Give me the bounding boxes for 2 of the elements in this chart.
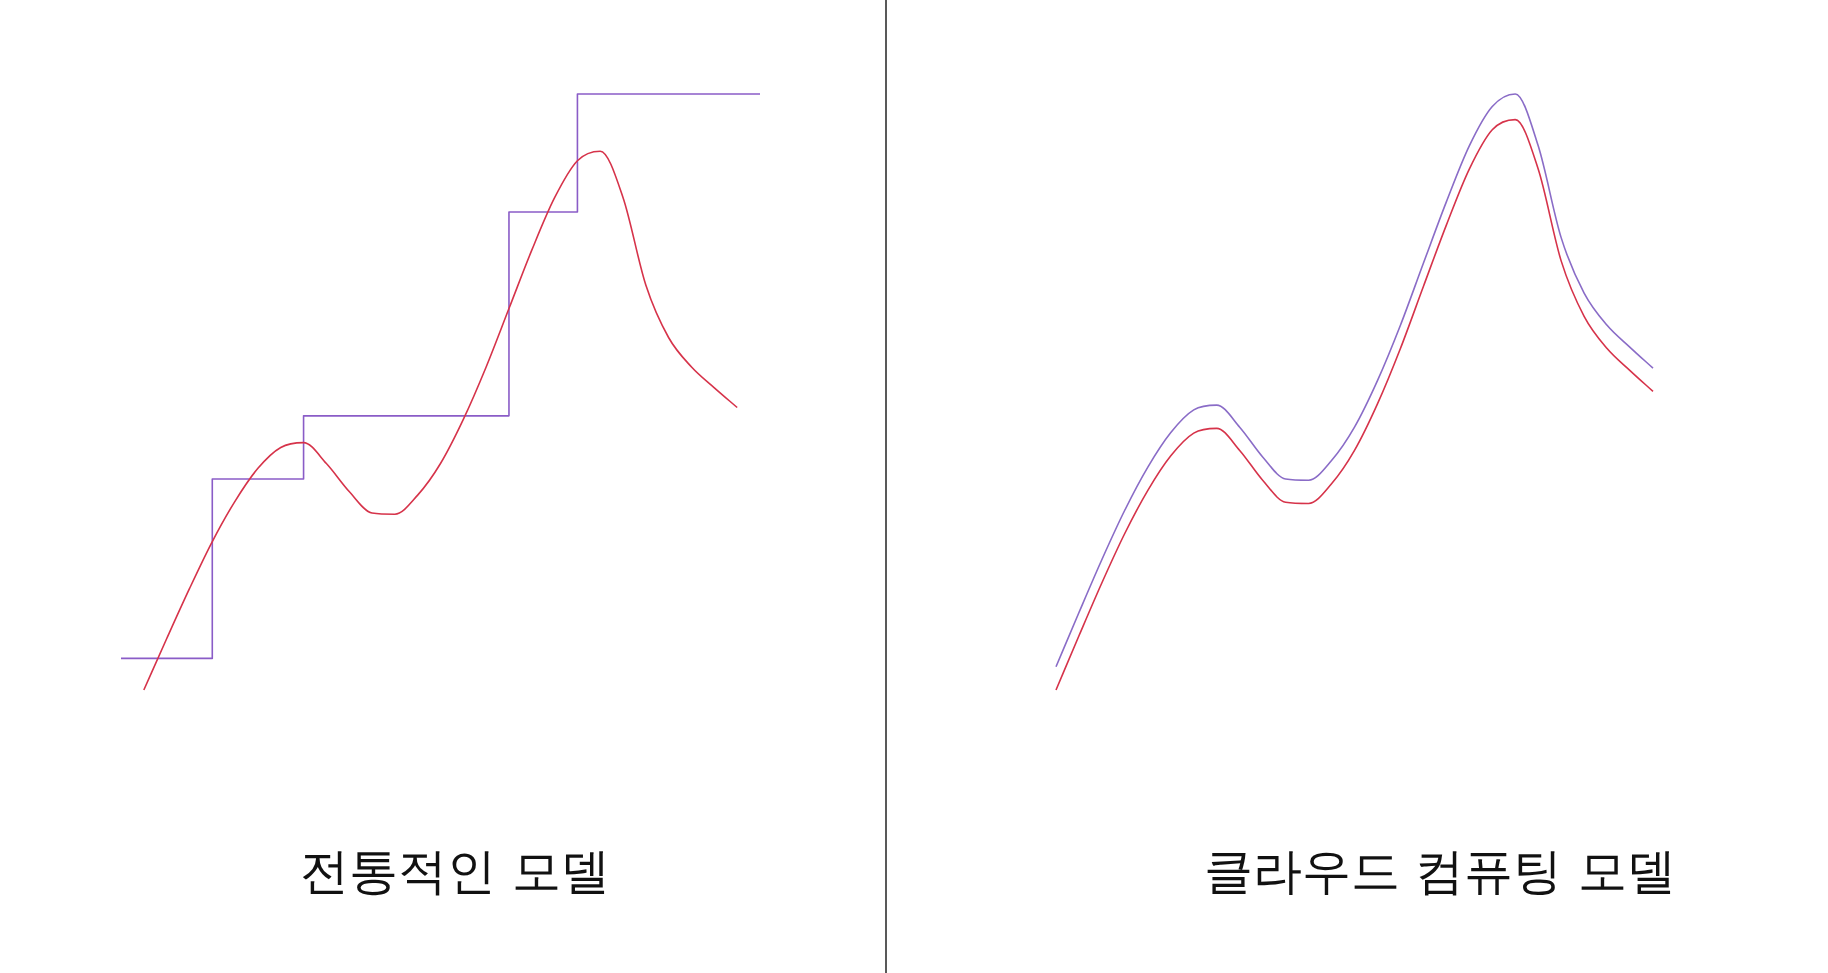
text: 클라우드 컴퓨팅 모델 xyxy=(1203,843,1677,900)
text: 전통적인 모델 xyxy=(300,843,610,900)
